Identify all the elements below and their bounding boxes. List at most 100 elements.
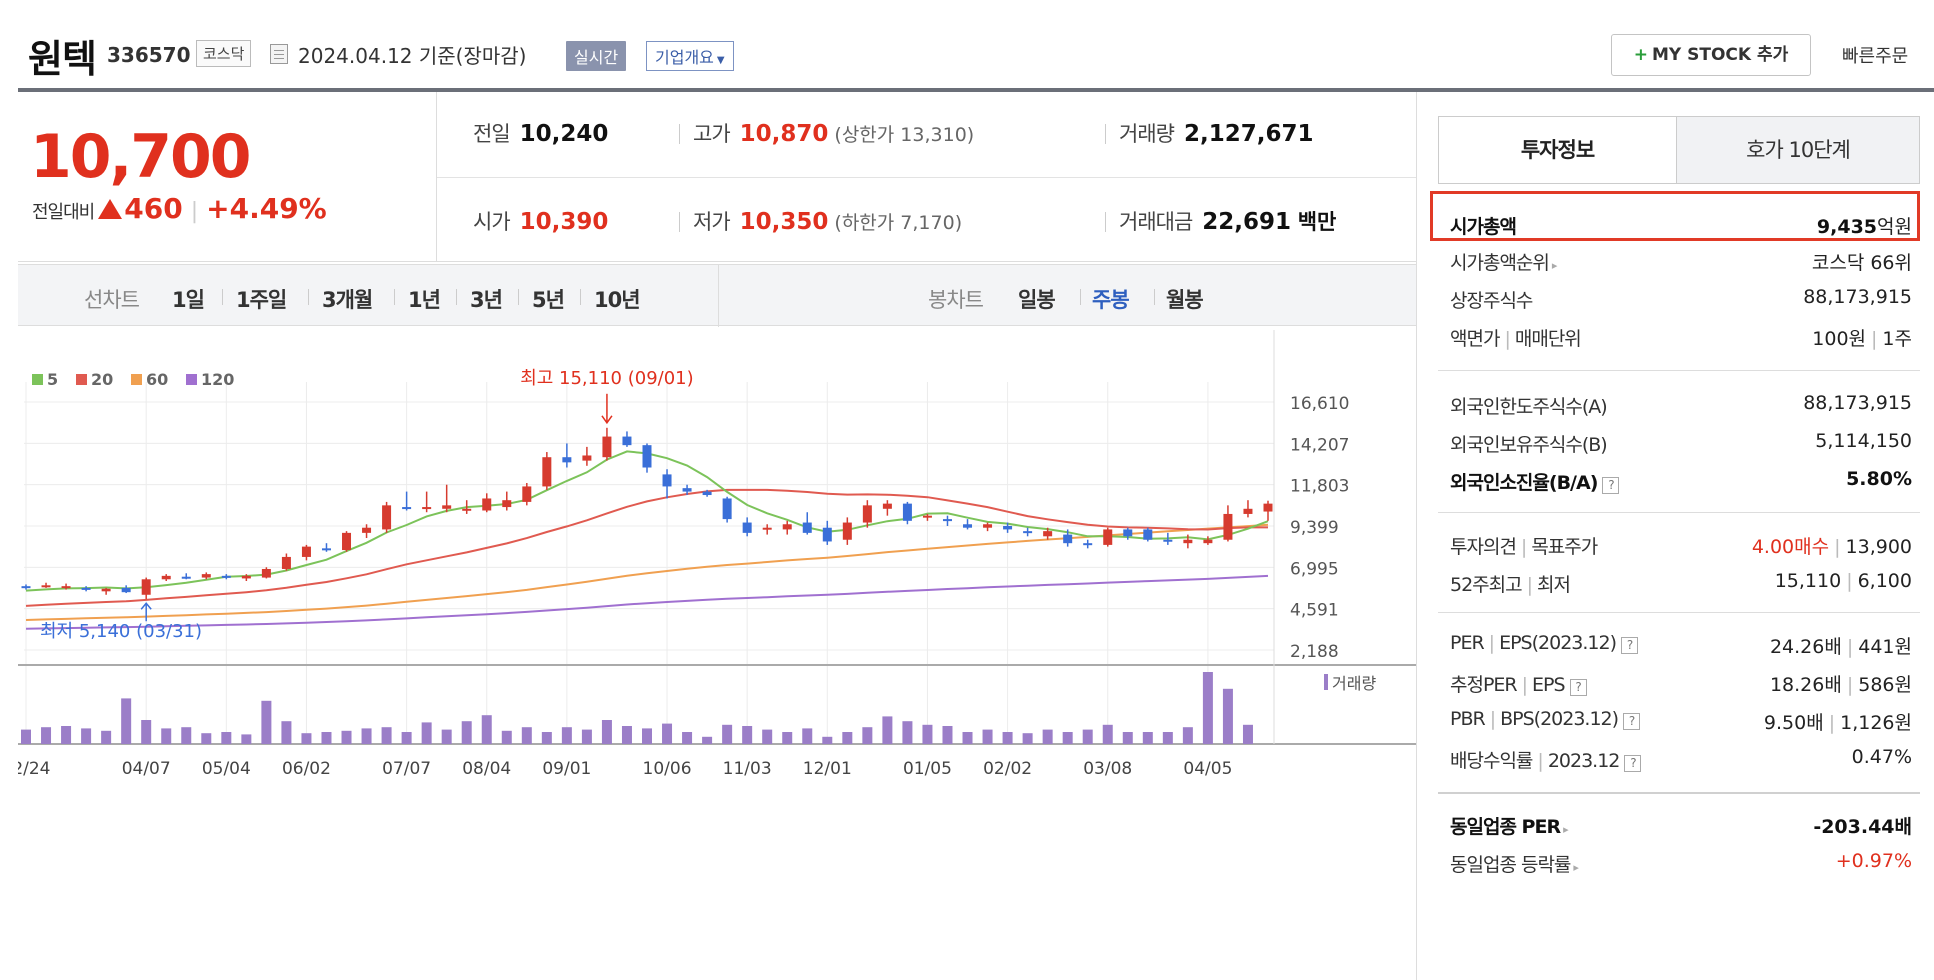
rank-label[interactable]: 시가총액순위: [1450, 252, 1550, 274]
candle-body: [922, 515, 932, 518]
opinion-value: 4.00매수: [1751, 536, 1830, 558]
chart-period-tabs: 선차트 1일 1주일 3개월 1년 3년 5년 10년 봉차트 일봉 주봉 월봉: [18, 264, 1416, 327]
help-icon[interactable]: ?: [1624, 755, 1642, 772]
candle-body: [963, 524, 973, 528]
add-my-stock-button[interactable]: + MY STOCK 추가: [1611, 34, 1811, 76]
prev-close-value: 10,240: [519, 121, 609, 147]
separator: [394, 289, 395, 305]
pbr-row: PBR | BPS(2023.12)? 9.50배 | 1,126원: [1450, 704, 1912, 736]
volume-bar: [1042, 729, 1053, 744]
volume-bar: [1222, 688, 1233, 744]
week52-high-value: 15,110: [1774, 570, 1842, 592]
separator: |: [1834, 536, 1841, 558]
separator: [222, 289, 223, 305]
help-icon[interactable]: ?: [1602, 477, 1620, 494]
bps-label: BPS(2023.12): [1500, 708, 1619, 730]
separator: [580, 289, 581, 305]
opinion-label: 투자의견: [1450, 536, 1517, 558]
separator: [308, 289, 309, 305]
foreign-limit-label: 외국인한도주식수(A): [1450, 396, 1608, 418]
par-label: 액면가: [1450, 328, 1500, 350]
help-icon[interactable]: ?: [1621, 637, 1638, 654]
candle-body: [301, 546, 311, 557]
up-triangle-icon: [98, 199, 123, 219]
volume-bar: [521, 727, 532, 744]
candle-body: [1243, 508, 1253, 514]
candle-body: [241, 575, 251, 579]
candle-body: [1043, 531, 1053, 537]
target-label: 목표주가: [1531, 536, 1598, 558]
tab-hoga-10[interactable]: 호가 10단계: [1677, 117, 1919, 183]
tab-3y[interactable]: 3년: [470, 288, 503, 312]
realtime-button[interactable]: 실시간: [566, 41, 627, 71]
x-tick-label: 04/07: [122, 759, 171, 779]
legend-swatch: [131, 374, 142, 385]
tab-1y[interactable]: 1년: [408, 288, 441, 312]
candle-body: [1103, 529, 1113, 545]
candle-body: [522, 486, 532, 502]
candle-body: [362, 527, 372, 533]
tab-10y[interactable]: 10년: [594, 288, 641, 312]
volume-bar: [1062, 732, 1073, 744]
y-tick-label: 9,399: [1290, 518, 1339, 538]
candle-body: [1183, 539, 1193, 544]
candle-body: [281, 556, 291, 569]
tab-monthly[interactable]: 월봉: [1166, 288, 1204, 312]
tab-5y[interactable]: 5년: [532, 288, 565, 312]
candlestick-chart[interactable]: 16,610 14,207 11,803 9,399 6,995 4,591 2,188 02…: [18, 330, 1416, 980]
stock-chart[interactable]: 16,610 14,207 11,803 9,399 6,995 4,591 2,188 02…: [18, 330, 1416, 980]
listed-shares-row: 상장주식수 88,173,915: [1450, 282, 1912, 314]
sector-rate-label[interactable]: 동일업종 등락률: [1450, 854, 1571, 876]
tab-daily[interactable]: 일봉: [1018, 288, 1056, 312]
company-overview-button[interactable]: 기업개요 ▼: [646, 41, 734, 71]
legend-label: 20: [91, 370, 113, 389]
market-cap-rank-row: 시가총액순위 ▸ 코스닥 66위: [1450, 244, 1912, 276]
high-label: 고가: [693, 122, 731, 146]
max-arrow-head: [601, 415, 613, 425]
tab-1d[interactable]: 1일: [172, 288, 205, 312]
tab-1w[interactable]: 1주일: [236, 288, 287, 312]
volume-bar: [361, 728, 372, 744]
chevron-right-icon: ▸: [1573, 861, 1578, 874]
volume-bar: [221, 732, 232, 744]
tab-3m[interactable]: 3개월: [322, 288, 373, 312]
separator: |: [1828, 712, 1836, 734]
tab-weekly[interactable]: 주봉: [1092, 288, 1130, 312]
help-icon[interactable]: ?: [1569, 679, 1587, 696]
volume-legend-swatch: [1324, 674, 1328, 690]
low-item: 저가 10,350 (하한가 7,170): [693, 206, 962, 236]
foreign-hold-row: 외국인보유주식수(B) 5,114,150: [1450, 426, 1912, 458]
change-value: 460: [124, 192, 183, 225]
separator: [1105, 212, 1106, 232]
foreign-ratio-label: 외국인소진율(B/A): [1450, 472, 1598, 494]
lower-limit: (하한가 7,170): [834, 212, 963, 234]
candle-body: [1263, 503, 1273, 512]
quick-order-button[interactable]: 빠른주문: [1842, 46, 1909, 67]
volume-bar: [561, 727, 572, 744]
volume-bar: [581, 729, 592, 744]
volume-bar: [281, 721, 292, 744]
prev-close-item: 전일 10,240: [473, 118, 608, 148]
volume-bar: [642, 728, 652, 744]
candle-body: [141, 579, 151, 595]
candle-body: [442, 505, 452, 509]
sector-per-label[interactable]: 동일업종 PER: [1450, 816, 1561, 838]
tab-invest-info[interactable]: 투자정보: [1439, 117, 1677, 183]
legend-label: 5: [47, 370, 58, 389]
volume-bar: [241, 734, 252, 744]
x-tick-label: 02/02: [983, 759, 1032, 779]
help-icon[interactable]: ?: [1623, 713, 1641, 730]
candle-body: [1223, 513, 1233, 540]
document-icon[interactable]: [270, 44, 288, 64]
x-tick-label: 07/07: [382, 759, 431, 779]
separator: [518, 289, 519, 305]
high-value: 10,870: [739, 121, 829, 147]
separator: |: [1489, 708, 1496, 730]
volume-bar: [1162, 732, 1173, 744]
volume-bar: [742, 726, 753, 744]
amount-value: 22,691: [1202, 209, 1292, 235]
right-panel-divider: [1416, 92, 1417, 980]
section-divider: [1438, 792, 1920, 794]
header-divider: [18, 88, 1934, 92]
volume-bar: [321, 732, 332, 744]
